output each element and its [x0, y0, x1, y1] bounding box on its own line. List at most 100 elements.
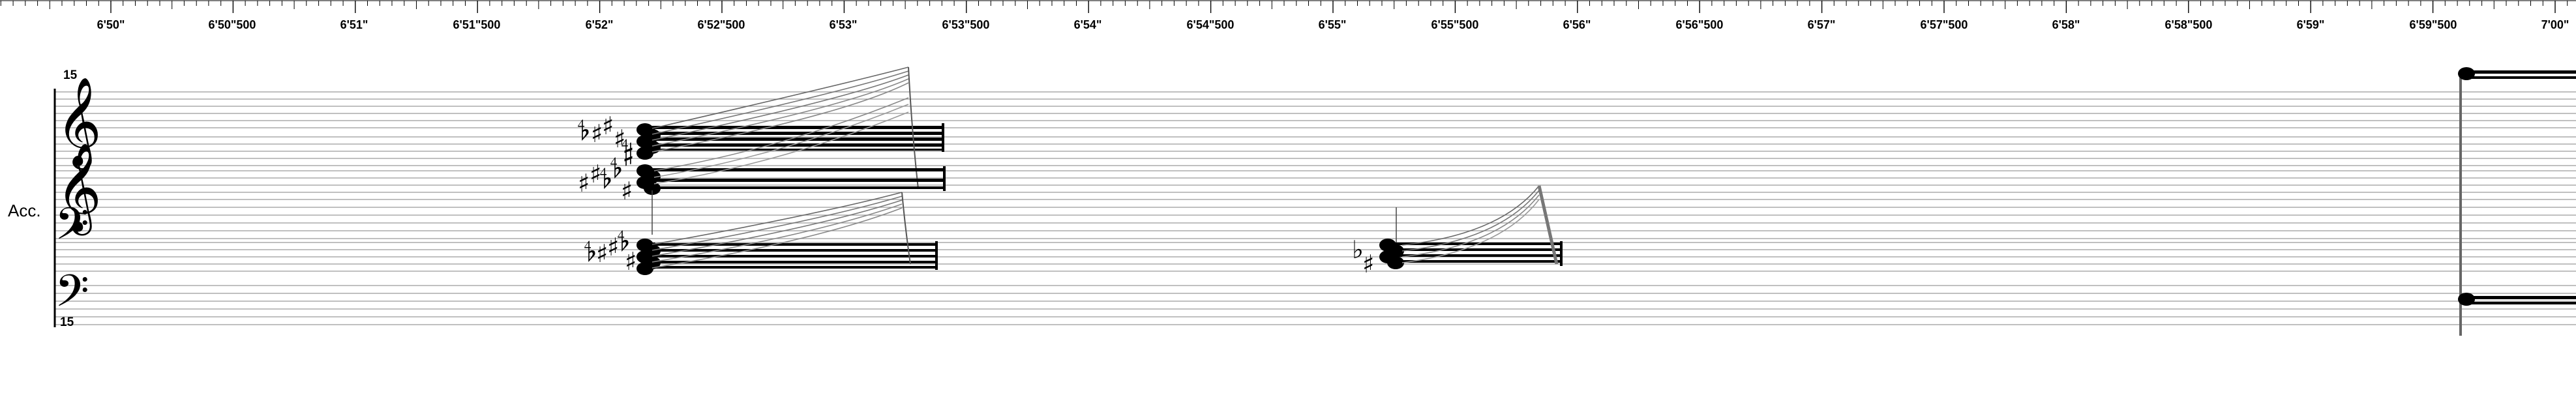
sharp-icon: ♯ — [591, 119, 603, 148]
beam — [2465, 302, 2576, 304]
glissando-line — [651, 74, 909, 141]
beam — [650, 143, 943, 147]
glissando-line — [651, 207, 903, 269]
ruler-label: 6'54"500 — [1187, 18, 1235, 31]
beam — [1392, 243, 1561, 245]
glissando-line — [651, 199, 903, 257]
glissando-line — [1401, 190, 1540, 252]
quarter-flat-icon: 𝄳 — [618, 228, 629, 256]
sharp-icon: ♯ — [614, 125, 625, 153]
ruler-label: 6'57"500 — [1921, 18, 1968, 31]
sharp-icon: ♯ — [602, 111, 614, 140]
ruler-label: 6'58" — [2052, 18, 2080, 31]
glissando-line — [651, 66, 909, 129]
bass-clef-icon: 𝄢 — [55, 266, 89, 328]
glissando-line — [1401, 185, 1540, 246]
sharp-icon: ♯ — [625, 247, 637, 276]
timeline-ruler[interactable]: 6'50" 6'50"500 6'51" 6'51"500 6'52" 6'52… — [0, 0, 2576, 31]
notehead — [637, 147, 653, 160]
glissando-return — [901, 192, 911, 265]
ruler-label: 6'52"500 — [698, 18, 745, 31]
bass-clef-icon: 𝄢 — [55, 199, 89, 261]
ruler-label: 6'53"500 — [942, 18, 990, 31]
ruler-ticks — [0, 1, 2568, 13]
glissando-line — [651, 196, 903, 251]
quarter-flat-icon: 𝄳 — [610, 154, 622, 183]
beam — [650, 126, 943, 129]
ruler-label: 6'56" — [1563, 18, 1591, 31]
glissando-line — [651, 70, 909, 135]
sharp-icon: ♯ — [590, 160, 601, 188]
sharp-icon: ♯ — [596, 239, 608, 268]
quarter-flat-icon: 𝄳 — [578, 117, 590, 145]
sharp-icon: ♯ — [621, 177, 633, 205]
ruler-label: 6'53" — [830, 18, 858, 31]
ottava-top-label: 15 — [63, 68, 78, 82]
flat-icon: ♭ — [1352, 235, 1364, 264]
quarter-sharp-icon: 𝄲 — [622, 136, 633, 166]
ruler-label: 6'51" — [340, 18, 368, 31]
ruler-label: 6'50" — [97, 18, 125, 31]
ruler-label: 6'59"500 — [2410, 18, 2457, 31]
beam — [2465, 76, 2576, 79]
ruler-label: 6'55"500 — [1431, 18, 1479, 31]
beam — [650, 249, 936, 252]
beam — [650, 179, 944, 182]
ruler-label: 6'50"500 — [209, 18, 256, 31]
glissando-line — [651, 203, 903, 263]
beam — [652, 186, 944, 189]
glissando-line — [1401, 194, 1540, 257]
beam — [650, 168, 944, 171]
glissando-line — [651, 82, 909, 153]
glissando-line — [653, 104, 909, 178]
beam — [650, 243, 936, 246]
note-cluster-1[interactable]: 𝄳 ♯ ♯ ♯ 𝄲 — [578, 66, 944, 190]
ruler-label: 6'57" — [1808, 18, 1836, 31]
glissando-line — [1401, 199, 1540, 263]
beam — [650, 255, 936, 257]
staff-system[interactable]: Acc. 15 15 𝄞 𝄞 𝄢 𝄢 — [8, 68, 2576, 336]
quarter-flat-icon: 𝄳 — [600, 165, 612, 194]
ruler-label: 7'00" — [2541, 18, 2569, 31]
ruler-label: 6'55" — [1319, 18, 1347, 31]
beam — [650, 138, 943, 141]
note-final-top[interactable] — [2458, 67, 2576, 80]
treble-clef-icon: 𝄞 — [56, 76, 102, 169]
beam — [1392, 254, 1561, 257]
ruler-label: 6'51"500 — [453, 18, 501, 31]
glissando-line — [651, 78, 909, 147]
glissando-line — [651, 192, 903, 245]
glissando-line — [653, 111, 909, 184]
sharp-icon: ♯ — [607, 233, 619, 261]
beam — [1392, 260, 1561, 263]
quarter-flat-icon: 𝄳 — [584, 238, 596, 267]
beam — [650, 132, 943, 135]
instrument-label: Acc. — [8, 201, 41, 220]
glissando-return — [908, 66, 919, 190]
ruler-label: 6'58"500 — [2165, 18, 2213, 31]
beam — [650, 261, 936, 263]
ruler-label: 6'52" — [586, 18, 614, 31]
beam — [652, 149, 944, 151]
staff-lines — [55, 91, 2576, 325]
note-cluster-3[interactable]: 𝄳 ♯ ♯ 𝄳 ♯ — [584, 192, 938, 276]
glissando-line — [653, 97, 909, 171]
ruler-labels: 6'50" 6'50"500 6'51" 6'51"500 6'52" 6'52… — [97, 18, 2569, 31]
beam — [2465, 70, 2576, 74]
notehead — [637, 262, 653, 275]
note-final-bottom[interactable] — [2458, 293, 2576, 306]
beam — [2465, 296, 2576, 299]
ruler-label: 6'56"500 — [1676, 18, 1724, 31]
glissando-return — [1537, 185, 1559, 265]
beam — [1392, 248, 1561, 251]
treble-clef-icon: 𝄞 — [56, 141, 102, 235]
ottava-bottom-label: 15 — [60, 316, 74, 329]
ruler-label: 6'54" — [1074, 18, 1102, 31]
beam — [652, 266, 936, 269]
sharp-icon: ♯ — [1362, 250, 1374, 278]
note-cluster-2[interactable]: ♯ ♯ 𝄳 𝄳 ♯ — [578, 97, 946, 235]
note-cluster-4[interactable]: ♭ ♯ — [1352, 185, 1563, 278]
sharp-icon: ♯ — [578, 169, 590, 198]
ruler-label: 6'59" — [2297, 18, 2325, 31]
